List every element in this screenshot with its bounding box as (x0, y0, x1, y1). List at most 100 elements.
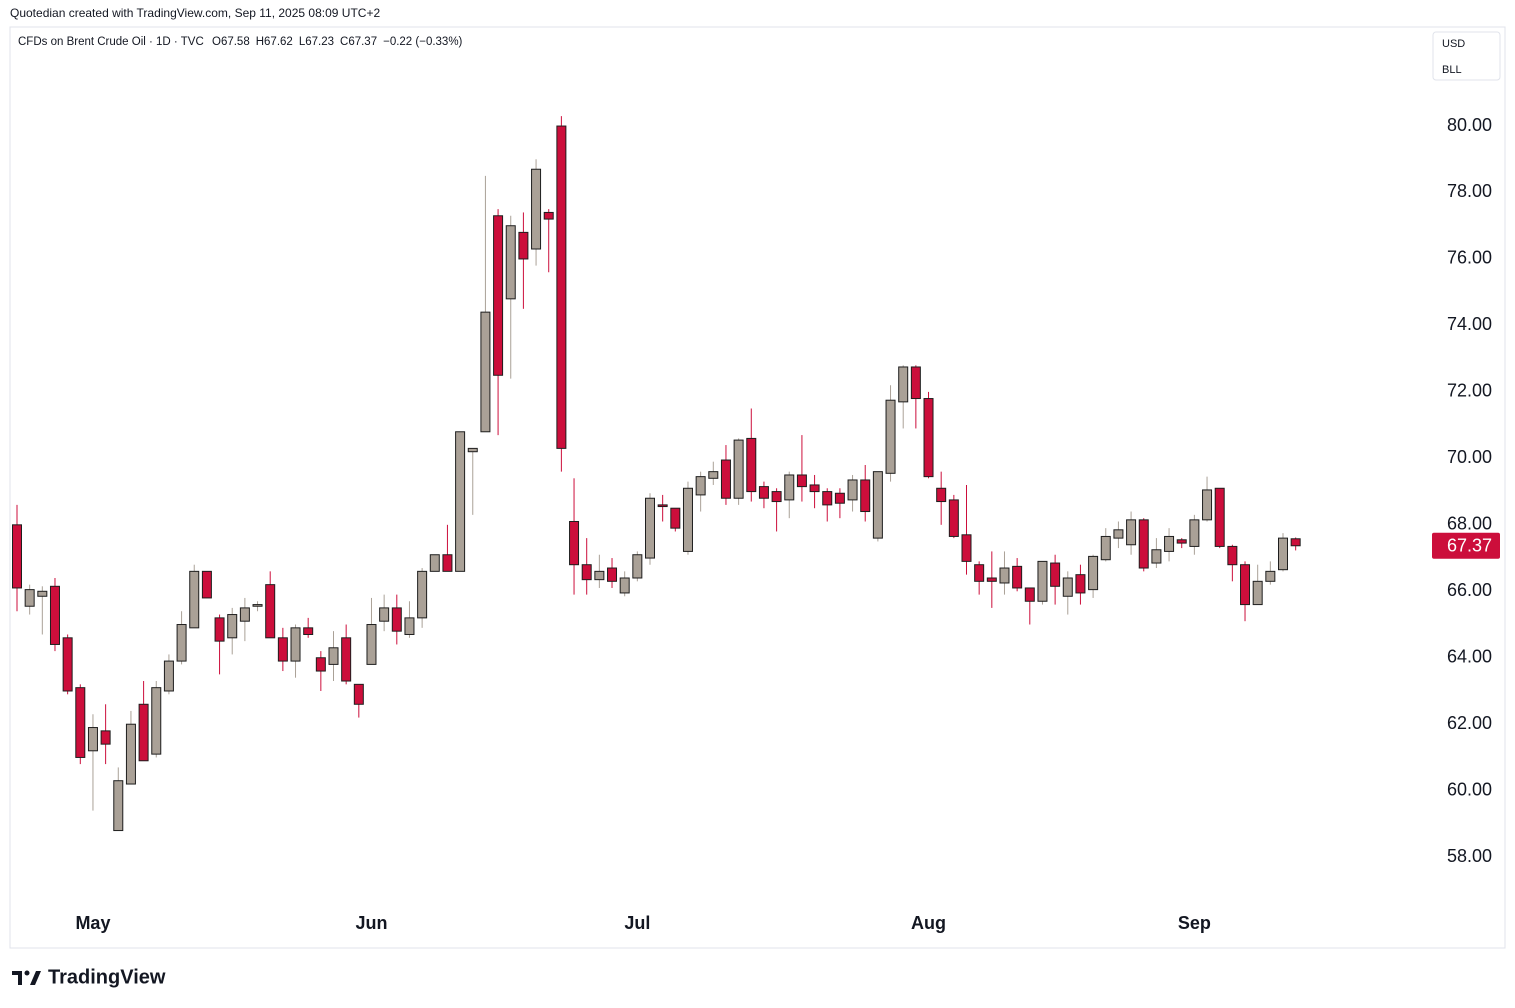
candle-body (936, 487, 947, 503)
candle-body (252, 604, 263, 607)
candle-body (961, 534, 972, 562)
candle-body (923, 398, 934, 478)
candle-body (151, 687, 162, 755)
candle-body (429, 554, 440, 572)
candle-body (885, 399, 896, 474)
candle-body (834, 492, 845, 504)
y-tick-label: 60.00 (1447, 779, 1492, 799)
candle-body (1265, 570, 1276, 582)
y-tick-label: 58.00 (1447, 846, 1492, 866)
x-tick-label: Aug (911, 913, 946, 933)
candle-body (290, 627, 301, 662)
ohlc-value: O67.58 (212, 36, 250, 48)
brand-logo (12, 970, 41, 985)
candle-body (1290, 538, 1301, 547)
candle-body (201, 570, 212, 599)
candle-body (619, 577, 630, 594)
candle-body (948, 499, 959, 537)
candle-body (518, 231, 529, 260)
last-price-label: 67.37 (1447, 536, 1492, 556)
candle-body (239, 607, 250, 622)
candle-body (720, 459, 731, 499)
candle-body (189, 570, 200, 629)
candle-body (708, 471, 719, 479)
candle-body (404, 617, 415, 635)
candle-body (62, 637, 73, 692)
candle-body (594, 570, 605, 581)
candle-body (455, 431, 466, 572)
y-tick-label: 64.00 (1447, 647, 1492, 667)
candle-body (1050, 562, 1061, 587)
candle-body (543, 211, 554, 220)
y-tick-label: 68.00 (1447, 514, 1492, 534)
candle-body (87, 727, 98, 752)
x-tick-label: May (75, 913, 110, 933)
candle-body (24, 589, 35, 607)
candle-body (353, 683, 364, 705)
candle-body (632, 554, 643, 579)
candle-body (607, 567, 618, 582)
candle-body (784, 474, 795, 501)
candle-body (657, 504, 668, 508)
candle-body (986, 577, 997, 582)
candle-body (12, 524, 22, 589)
candle-body (682, 487, 693, 552)
candle-body (100, 730, 111, 745)
candle-body (1012, 565, 1023, 589)
candle-body (379, 607, 390, 622)
ohlc-value: −0.22 (−0.33%) (383, 36, 462, 48)
y-tick-label: 72.00 (1447, 381, 1492, 401)
candle-body (303, 627, 314, 635)
x-tick-label: Sep (1178, 913, 1211, 933)
candle-body (847, 479, 858, 501)
candle-body (505, 225, 516, 300)
candle-body (1126, 519, 1137, 546)
candle-body (531, 168, 542, 250)
candle-body (391, 607, 402, 632)
candle-body (746, 437, 757, 493)
candle-body (645, 497, 655, 559)
candle-body (113, 780, 124, 832)
candle-body (809, 484, 820, 493)
candle-body (695, 476, 706, 496)
candle-body (480, 311, 491, 433)
candle-body (556, 125, 567, 449)
brand: TradingView (48, 966, 166, 988)
candle-body (1202, 489, 1213, 521)
candle-body (163, 660, 174, 692)
candle-body (49, 585, 60, 645)
candle-body (1278, 537, 1288, 571)
unit: BLL (1442, 64, 1462, 76)
candle-body (1075, 574, 1086, 594)
candle-body (125, 723, 136, 785)
candle-body (758, 486, 769, 499)
y-tick-label: 78.00 (1447, 181, 1492, 201)
last-price-box (1432, 532, 1500, 559)
candle-body (974, 564, 985, 582)
currency: USD (1442, 38, 1465, 50)
candle-body (822, 491, 833, 506)
y-tick-label: 66.00 (1447, 580, 1492, 600)
candle-body (910, 366, 921, 400)
y-tick-label: 62.00 (1447, 713, 1492, 733)
candle-body (1189, 519, 1200, 547)
candle-body (493, 215, 504, 376)
candle-body (1252, 580, 1263, 606)
candle-body (442, 554, 453, 572)
ohlc-value: C67.37 (340, 36, 377, 48)
candle-body (75, 687, 86, 758)
candle-body (1062, 577, 1073, 597)
y-tick-label: 80.00 (1447, 115, 1492, 135)
candle-body (670, 507, 681, 529)
candle-body (417, 570, 428, 619)
candle-body (328, 647, 339, 665)
candle-body (227, 614, 238, 639)
y-tick-label: 76.00 (1447, 248, 1492, 268)
candle-body (999, 567, 1010, 584)
candle-body (341, 637, 352, 682)
candle-body (1088, 555, 1099, 591)
candle-body (366, 624, 377, 665)
candle-body (37, 590, 48, 597)
candle-body (1214, 487, 1225, 547)
